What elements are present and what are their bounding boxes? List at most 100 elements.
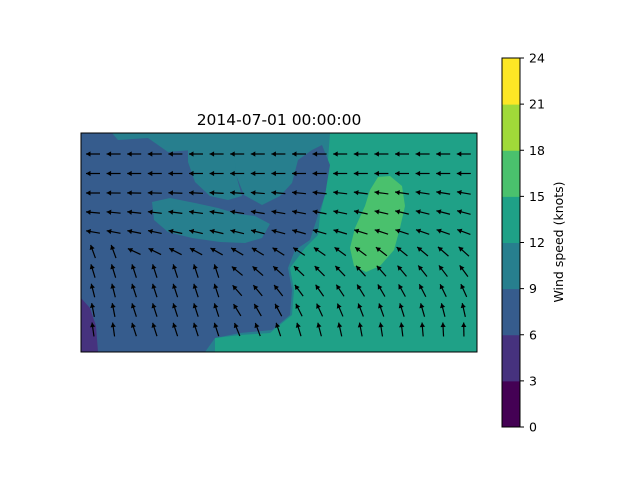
wind-arrow — [192, 303, 199, 317]
wind-arrow — [375, 246, 388, 257]
wind-arrow — [357, 322, 363, 337]
contour-band-15-18 — [350, 176, 405, 272]
wind-arrow — [147, 209, 162, 215]
wind-arrow — [271, 151, 286, 157]
wind-arrow — [438, 265, 448, 277]
wind-arrow — [353, 170, 368, 177]
wind-arrow — [417, 265, 428, 277]
wind-arrow — [209, 228, 224, 235]
wind-arrow — [130, 264, 137, 278]
wind-arrow — [168, 209, 183, 215]
colorbar-band — [502, 242, 520, 290]
wind-arrow — [395, 228, 409, 235]
colorbar-band — [502, 288, 520, 336]
wind-arrow — [89, 283, 96, 298]
colorbar-band — [502, 196, 520, 243]
wind-arrow — [147, 228, 162, 235]
wind-arrow — [355, 265, 366, 277]
wind-arrow — [333, 151, 348, 157]
wind-arrow — [210, 247, 223, 256]
wind-arrow — [233, 303, 242, 317]
wind-arrow — [275, 322, 282, 337]
wind-arrow — [168, 170, 183, 177]
wind-arrow — [188, 190, 204, 196]
wind-arrow — [250, 151, 265, 157]
wind-arrow — [394, 190, 410, 196]
wind-arrow — [354, 246, 367, 257]
colorbar-band — [502, 104, 520, 151]
wind-arrow — [110, 264, 117, 278]
wind-arrow — [313, 247, 326, 256]
wind-arrow — [230, 190, 245, 196]
wind-arrow — [334, 246, 347, 257]
wind-arrow — [89, 303, 96, 317]
wind-arrow — [459, 264, 469, 278]
wind-arrow — [316, 322, 322, 337]
wind-arrow — [458, 246, 470, 257]
contour-band-3-6 — [81, 298, 98, 352]
wind-arrow — [168, 190, 183, 196]
wind-arrow — [353, 151, 368, 157]
wind-arrow — [353, 228, 368, 235]
wind-arrow — [168, 228, 183, 235]
wind-arrow — [396, 246, 408, 257]
wind-arrow — [333, 190, 348, 196]
wind-arrow — [148, 247, 162, 256]
wind-arrow — [374, 190, 389, 196]
wind-arrow — [250, 170, 265, 177]
wind-arrow — [415, 190, 430, 196]
wind-arrow — [398, 284, 406, 297]
wind-arrow — [312, 151, 327, 157]
colorbar-tick-label: 21 — [529, 97, 545, 112]
wind-arrow — [336, 303, 344, 317]
colorbar-label: Wind speed (knots) — [551, 181, 566, 302]
wind-arrow — [333, 209, 348, 215]
wind-arrow — [106, 228, 121, 235]
wind-arrow — [271, 209, 286, 215]
wind-arrow — [440, 303, 446, 317]
wind-arrow — [127, 209, 142, 215]
wind-arrow — [151, 283, 158, 298]
wind-arrow — [106, 190, 121, 196]
wind-arrow — [294, 284, 304, 297]
wind-arrow — [188, 209, 204, 215]
wind-arrow — [398, 303, 405, 317]
wind-arrow — [189, 151, 203, 157]
wind-arrow — [172, 283, 179, 298]
wind-arrow — [292, 151, 306, 157]
wind-arrow — [147, 151, 162, 157]
wind-arrow — [416, 246, 429, 257]
wind-arrow — [110, 244, 117, 259]
wind-arrow — [172, 322, 179, 337]
wind-arrow — [168, 247, 182, 256]
plot-frame — [80, 132, 478, 353]
wind-arrow — [147, 170, 162, 177]
wind-arrow — [436, 228, 451, 235]
wind-arrow — [457, 228, 471, 235]
wind-arrow — [377, 284, 386, 297]
wind-arrow — [273, 284, 284, 297]
wind-arrow — [209, 151, 224, 157]
wind-arrow — [250, 209, 265, 215]
wind-arrow — [192, 283, 199, 298]
wind-arrow — [293, 265, 305, 277]
contour-band-9-12-inner — [152, 198, 270, 243]
wind-arrow — [168, 151, 183, 157]
colorbar-tick-label: 12 — [529, 235, 545, 250]
wind-arrow — [374, 228, 389, 235]
wind-arrow — [353, 209, 368, 215]
wind-arrow — [418, 284, 427, 297]
wind-arrow — [231, 266, 243, 276]
wind-arrow — [230, 151, 245, 157]
wind-arrow — [460, 283, 468, 298]
wind-arrow — [397, 265, 407, 277]
plot-area — [81, 133, 477, 352]
wind-arrow — [253, 303, 262, 317]
colorbar-band — [502, 380, 520, 428]
wind-arrow — [192, 322, 199, 337]
wind-arrow — [440, 322, 446, 337]
wind-arrow — [456, 151, 471, 157]
wind-arrow — [86, 151, 100, 157]
wind-arrow — [106, 209, 121, 215]
wind-arrow — [272, 247, 285, 256]
